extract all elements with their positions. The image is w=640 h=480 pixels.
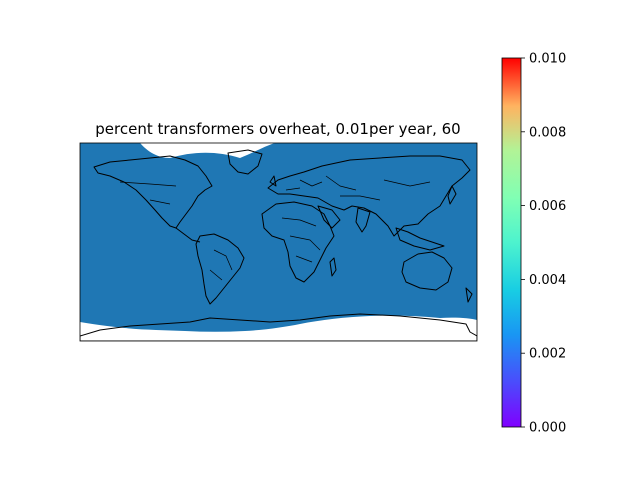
new-zealand-coast [465,287,473,303]
south-america-coast [195,233,245,305]
map-title: percent transformers overheat, 0.01per y… [95,120,461,138]
colorbar: 0.000 0.002 0.004 0.006 0.008 0.010 [501,52,566,436]
antarctica-coast [80,313,477,341]
southeast-asia-coast [395,227,445,251]
country-borders [119,175,431,281]
eurasia-coast [267,155,471,237]
colorbar-tick-label: 0.006 [529,199,566,214]
map-frame [79,142,478,342]
madagascar-coast [329,257,337,277]
uk-coast [269,175,277,187]
world-map [80,143,477,341]
colorbar-tick-label: 0.008 [529,125,566,140]
colorbar-tick-label: 0.004 [529,273,566,288]
colorbar-gradient [501,57,522,428]
colorbar-tick-label: 0.010 [529,52,566,67]
colorbar-tick-label: 0.002 [529,347,566,362]
australia-coast [401,251,453,291]
japan-coast [447,185,457,205]
data-field [80,143,477,332]
greenland-coast [227,149,263,175]
india-coast [355,207,371,233]
north-america-coast [93,155,213,229]
africa-coast [261,201,335,283]
colorbar-ticks: 0.000 0.002 0.004 0.006 0.008 0.010 [521,52,566,436]
arabia-coast [317,205,341,229]
central-america-coast [175,227,201,243]
colorbar-tick-label: 0.000 [529,421,566,436]
coastlines [80,149,477,341]
